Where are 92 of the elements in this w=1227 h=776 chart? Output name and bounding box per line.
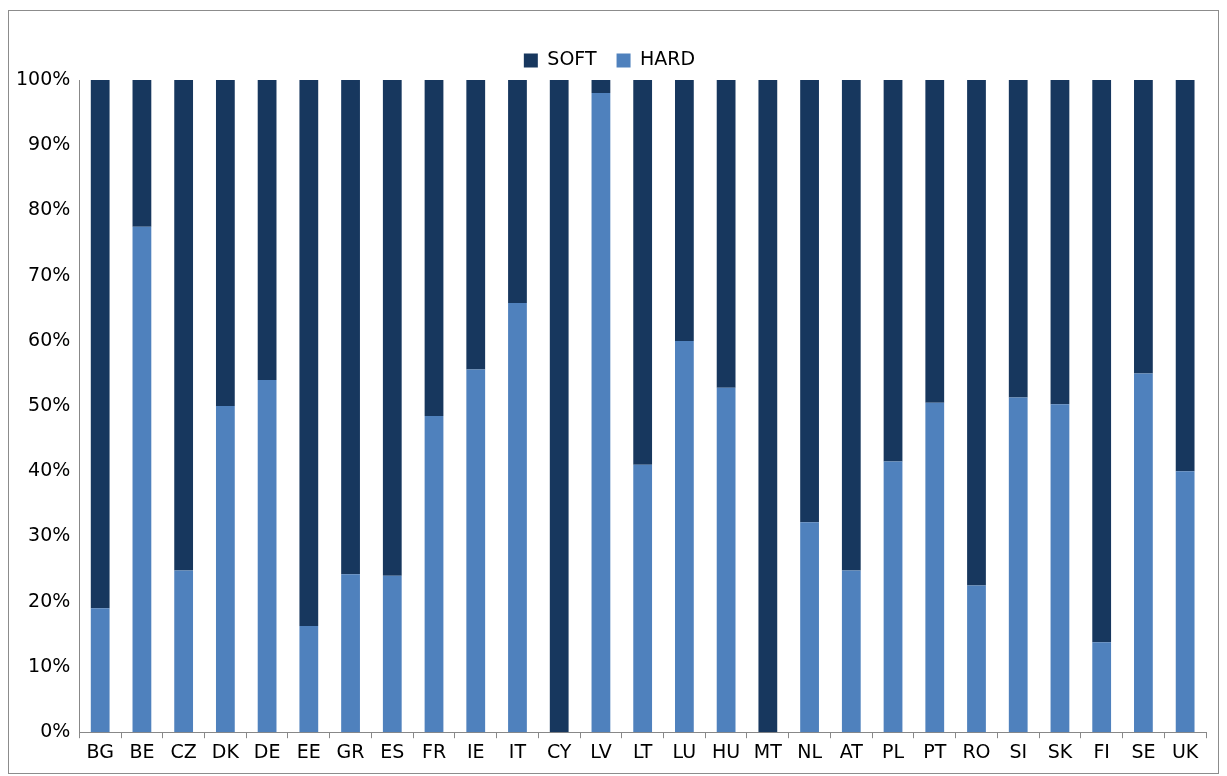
bar	[215, 80, 235, 407]
x-tick-label: MT	[753, 739, 783, 762]
x-tick-label: AT	[839, 739, 864, 762]
bar	[1175, 80, 1195, 472]
bar	[716, 387, 736, 733]
x-tick-label: LT	[632, 739, 653, 762]
x-tick-label: HU	[712, 739, 741, 762]
x-tick-label: LU	[672, 739, 697, 762]
bar	[591, 93, 611, 733]
bar	[925, 80, 945, 403]
bar	[841, 80, 861, 571]
bar	[508, 80, 527, 304]
x-tick-label: DE	[253, 739, 281, 762]
bar	[466, 369, 486, 733]
x-tick-label: DK	[211, 739, 240, 762]
y-tick-label: 60%	[28, 327, 71, 350]
bar	[716, 80, 736, 388]
x-tick-label: BE	[129, 739, 155, 762]
y-tick-label: 90%	[28, 132, 71, 155]
x-tick-label: SE	[1131, 739, 1156, 762]
bar	[1092, 642, 1112, 733]
bar	[132, 80, 152, 227]
x-tick-label: CY	[546, 739, 572, 762]
x-tick-label: FR	[421, 739, 447, 762]
bar	[925, 402, 945, 733]
bar	[1008, 397, 1028, 733]
legend-label: HARD	[640, 47, 696, 70]
bar	[883, 80, 903, 462]
bar	[1050, 404, 1070, 733]
y-tick-label: 70%	[28, 262, 71, 285]
bar	[257, 80, 277, 381]
bar	[424, 80, 444, 416]
y-tick-label: 20%	[28, 588, 71, 611]
x-tick-label: PL	[882, 739, 905, 762]
bar	[675, 340, 694, 733]
bar	[299, 80, 319, 626]
x-tick-label: LV	[590, 739, 612, 762]
x-tick-label: ES	[380, 739, 405, 762]
x-tick-label: EE	[296, 739, 321, 762]
y-tick-label: 50%	[28, 393, 71, 416]
bar	[675, 80, 694, 341]
x-tick-label: UK	[1171, 739, 1199, 762]
y-tick-label: 80%	[28, 197, 71, 220]
bar	[758, 80, 778, 733]
bar	[1175, 471, 1195, 733]
bar	[341, 574, 360, 733]
bar	[800, 522, 819, 733]
bar	[1092, 80, 1112, 643]
x-tick-label: PT	[923, 739, 947, 762]
x-tick-label: FI	[1093, 739, 1110, 762]
y-tick-label: 40%	[28, 458, 71, 481]
bar	[633, 464, 653, 733]
bar	[90, 80, 110, 609]
bar	[1134, 373, 1153, 733]
bar	[132, 226, 152, 733]
bar	[800, 80, 819, 523]
bar	[299, 625, 319, 733]
bar	[90, 608, 110, 733]
x-tick-label: BG	[86, 739, 114, 762]
bar	[466, 80, 486, 370]
bar	[341, 80, 360, 575]
bar	[1134, 80, 1153, 374]
bar	[257, 380, 277, 733]
bar	[382, 575, 402, 733]
bar	[1008, 80, 1028, 398]
x-tick-label: SI	[1009, 739, 1028, 762]
y-tick-label: 10%	[28, 653, 71, 676]
y-tick-label: 0%	[40, 719, 71, 742]
y-tick-label: 30%	[28, 523, 71, 546]
y-tick-label: 100%	[15, 66, 71, 89]
bar	[1050, 80, 1070, 405]
bar	[508, 303, 527, 733]
x-tick-label: GR	[336, 739, 365, 762]
legend-label: SOFT	[547, 47, 597, 70]
bar	[967, 585, 986, 733]
bar	[174, 80, 194, 571]
x-tick-label: IT	[508, 739, 527, 762]
bar	[382, 80, 402, 576]
x-tick-label: IE	[466, 739, 485, 762]
x-tick-label: CZ	[170, 739, 197, 762]
bar	[841, 570, 861, 733]
bar	[591, 80, 611, 94]
bar	[549, 80, 569, 733]
bar	[883, 461, 903, 733]
x-tick-label: NL	[797, 739, 823, 762]
bar	[174, 570, 194, 733]
bar	[633, 80, 653, 465]
bar	[424, 415, 444, 733]
bar	[967, 80, 986, 586]
x-tick-label: SK	[1047, 739, 1073, 762]
x-tick-label: RO	[962, 739, 991, 762]
bar	[215, 406, 235, 733]
